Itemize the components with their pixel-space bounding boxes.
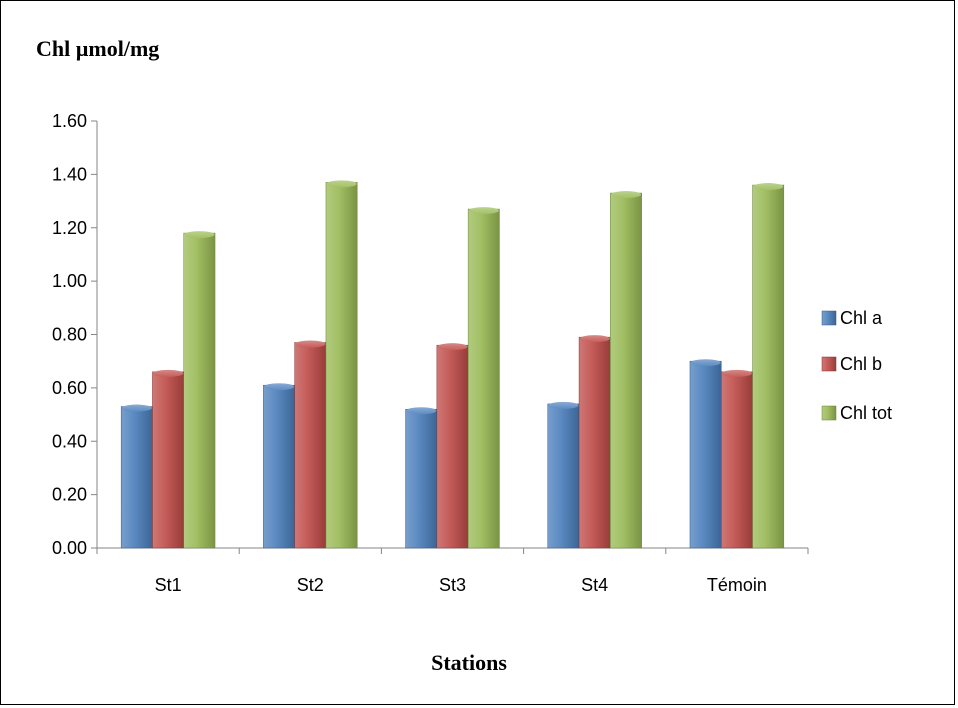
bar-top: [721, 369, 753, 377]
bar-body: [294, 342, 327, 549]
legend-swatch: [821, 356, 837, 372]
bar-body: [689, 360, 722, 549]
bar: [294, 340, 327, 549]
bar-top: [437, 343, 468, 351]
bar-body: [183, 232, 216, 549]
legend-label: Chl a: [840, 308, 883, 328]
bar-top: [548, 401, 579, 409]
bar: [183, 231, 216, 549]
y-tick-label: 1.60: [52, 111, 87, 131]
bar: [752, 183, 785, 549]
x-tick-label: St4: [581, 575, 608, 595]
bar: [263, 383, 295, 549]
bar-body: [467, 208, 500, 549]
bar-top: [263, 383, 295, 391]
bar-body: [405, 408, 438, 549]
bar: [325, 180, 358, 549]
x-tick-label: St2: [297, 575, 324, 595]
legend-label: Chl b: [840, 354, 882, 374]
bar-top: [468, 207, 499, 215]
y-tick-label: 0.60: [52, 378, 87, 398]
y-axis: 0.00 0.20 0.40 0.60 0.80 1.00 1.20 1.40 1.60: [52, 111, 98, 558]
bar-top: [121, 404, 152, 412]
bar-body: [325, 182, 358, 549]
bar-body: [120, 406, 153, 549]
bars: [120, 180, 785, 549]
bar: [610, 191, 642, 549]
legend: Chl a Chl b Chl tot: [821, 308, 892, 423]
y-tick-label: 0.40: [52, 431, 87, 451]
bar-top: [152, 369, 184, 377]
legend-item: Chl a: [821, 308, 883, 328]
bar-top: [579, 335, 610, 343]
legend-item: Chl b: [821, 354, 882, 374]
bar-top: [406, 407, 437, 415]
x-tick-label: St3: [439, 575, 466, 595]
y-tick-label: 0.80: [52, 325, 87, 345]
bar: [689, 359, 722, 549]
legend-item: Chl tot: [821, 403, 892, 423]
bar-body: [547, 403, 580, 549]
bar: [467, 207, 500, 549]
legend-swatch: [821, 310, 837, 326]
bar: [578, 335, 611, 549]
bar-top: [295, 340, 326, 348]
bar-body: [152, 371, 184, 549]
y-tick-label: 1.40: [52, 164, 87, 184]
x-axis: St1 St2 St3 St4 Témoin: [96, 547, 809, 595]
y-tick-label: 0.00: [52, 538, 87, 558]
bar-top: [753, 183, 784, 191]
bar-body: [721, 371, 753, 549]
y-tick-label: 1.20: [52, 218, 87, 238]
bar-top: [326, 180, 357, 188]
bar-body: [263, 384, 295, 549]
y-tick-label: 1.00: [52, 271, 87, 291]
bar-top: [610, 191, 642, 199]
x-axis-title: Stations: [431, 650, 507, 675]
bar: [405, 407, 438, 549]
bar-body: [610, 192, 642, 549]
y-axis-title: Chl µmol/mg: [36, 36, 159, 61]
bar-top: [690, 359, 721, 367]
bar-body: [436, 344, 469, 549]
legend-swatch: [821, 405, 837, 421]
bar: [152, 369, 184, 549]
bar: [721, 369, 753, 549]
bar: [547, 401, 580, 549]
x-tick-label: St1: [155, 575, 182, 595]
legend-label: Chl tot: [840, 403, 892, 423]
bar-body: [752, 184, 785, 549]
bar: [436, 343, 469, 549]
bar: [120, 404, 153, 549]
bar-body: [578, 336, 611, 549]
x-tick-label: Témoin: [707, 575, 767, 595]
y-tick-label: 0.20: [52, 485, 87, 505]
bar-top: [184, 231, 215, 239]
